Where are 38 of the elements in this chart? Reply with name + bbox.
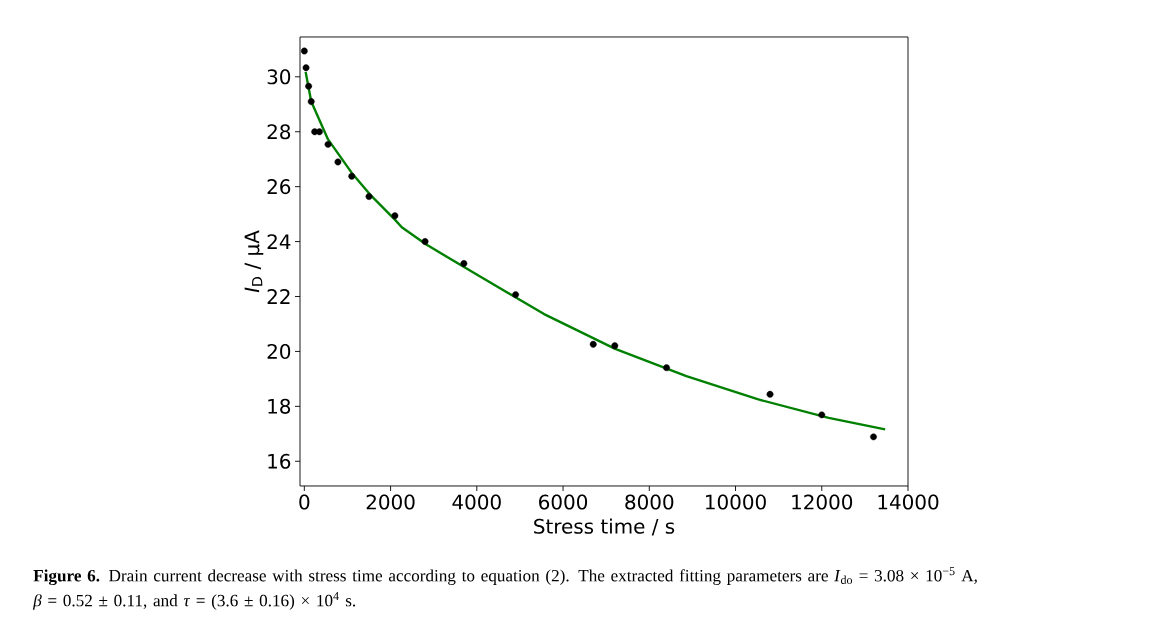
x-tick-label: 2000 [366,494,415,510]
point [421,238,429,245]
x-tick-label: 0 [299,494,310,510]
point [611,342,619,350]
point [307,98,315,105]
point [316,128,323,136]
point [870,433,877,441]
y-tick-label: 18 [268,398,291,414]
point [512,291,520,298]
text: Figure 6. Drain current decrease with stress time according to equation (2). The extracted fitting parameters are I$_{do}$ = 3.08 × 10$^{−5}$ A, β = 0.52 ± 0.11, and τ = (3.6 ± 0.16) × 10$^{4}$ s. [32,567,977,610]
x-tick-label: 8000 [625,494,674,510]
point [300,47,308,55]
point [460,260,468,267]
point [324,140,332,148]
y-tick-label: 16 [268,453,291,469]
x-tick-label: 4000 [452,494,501,510]
point [302,64,310,72]
y-tick-label: 26 [267,179,291,195]
y-tick-label: 20 [267,343,291,359]
point [663,364,670,372]
x-axis-title: Stress time / s [534,518,675,536]
x-tick-label: 6000 [539,494,588,510]
y-axis-title: I$_{D}$ / μA [244,230,264,293]
y-tick-label: 30 [267,69,291,85]
point [305,82,313,90]
y-tick-label: 24 [267,234,291,249]
y-tick-label: 22 [267,289,290,304]
point [348,172,356,180]
x-tick-label: 12000 [792,494,853,510]
point [818,411,826,419]
point [334,158,342,166]
point [766,390,774,398]
point [365,193,373,200]
point [391,212,399,220]
y-tick-label: 28 [267,124,291,140]
point [589,340,597,348]
x-tick-label: 10000 [706,494,766,510]
x-tick-label: 14000 [878,494,939,510]
